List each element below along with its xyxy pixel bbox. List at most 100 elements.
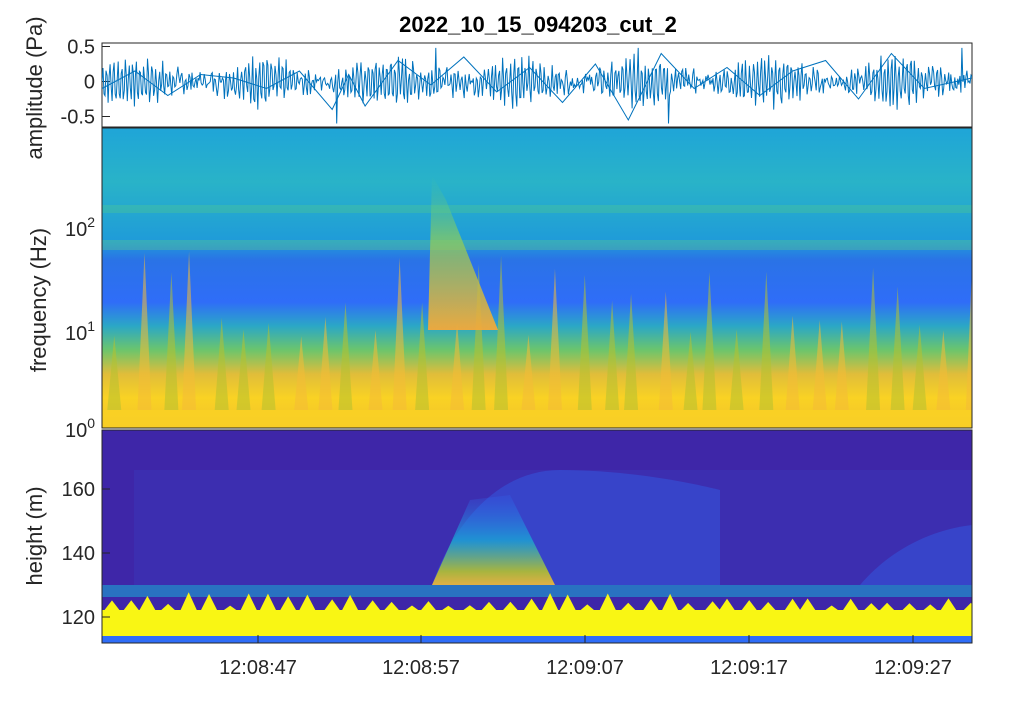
spectrogram-spike xyxy=(338,302,353,410)
spectrogram-spike xyxy=(494,255,509,410)
height-spike xyxy=(661,593,680,612)
height-spike xyxy=(419,601,438,612)
frequency-y-ticks: 100 101 102 xyxy=(65,214,95,442)
x-tick-label: 12:08:57 xyxy=(382,657,460,679)
amplitude-waveform xyxy=(102,47,972,124)
spectrogram-spike xyxy=(729,329,744,410)
spectrogram-spike xyxy=(912,324,927,410)
height-spike xyxy=(522,598,541,612)
height-haze xyxy=(134,470,972,585)
height-spike xyxy=(961,602,972,612)
height-spike xyxy=(363,600,382,612)
spectrogram-spike xyxy=(812,319,827,410)
height-spike xyxy=(159,603,178,612)
spectrogram-spike xyxy=(214,317,229,410)
height-spike xyxy=(541,593,560,612)
amplitude-y-tick-label: 0 xyxy=(84,72,95,94)
height-spike xyxy=(798,598,817,612)
height-y-ticks: 120 140 160 xyxy=(62,479,110,629)
height-tick-label: 120 xyxy=(62,607,95,629)
spectrogram-spikes xyxy=(107,251,972,410)
height-tick-label: 140 xyxy=(62,543,95,565)
spectrogram-spike xyxy=(164,272,179,410)
spectrogram-floor xyxy=(102,410,972,428)
freq-tick-label-100: 102 xyxy=(65,214,95,241)
spectrogram-spike xyxy=(624,293,639,410)
height-spike xyxy=(900,603,919,612)
spectrogram-burst xyxy=(428,175,498,330)
spectrogram-spike xyxy=(759,271,774,410)
height-spike xyxy=(341,594,360,612)
x-axis-ticks: 12:08:47 12:08:57 12:09:07 12:09:17 12:0… xyxy=(219,635,952,679)
spectrogram-spike xyxy=(368,330,383,410)
height-spike xyxy=(382,601,401,612)
height-spike xyxy=(558,594,577,612)
height-spike xyxy=(939,598,958,612)
height-spike xyxy=(718,598,737,612)
spectrogram-spike xyxy=(577,274,592,410)
height-spike xyxy=(102,600,121,612)
spectrogram-spike xyxy=(107,335,122,410)
height-spike xyxy=(740,600,759,612)
spectrogram-band xyxy=(102,240,972,250)
height-y-label: height (m) xyxy=(22,486,47,585)
spectrogram-spike xyxy=(683,331,698,410)
height-spike xyxy=(679,603,698,612)
height-spike xyxy=(598,593,617,612)
height-spike xyxy=(862,603,881,612)
height-spike xyxy=(479,601,498,612)
spectrogram-spike xyxy=(521,334,536,410)
height-spike xyxy=(239,593,258,612)
height-cyan-layer xyxy=(102,585,972,597)
spectrogram-spike xyxy=(866,267,881,410)
spectrogram-spike xyxy=(936,330,951,410)
spectrogram-spike xyxy=(890,286,905,410)
frequency-panel: 100 101 102 frequency (Hz) xyxy=(26,127,973,442)
spectrogram-spike xyxy=(702,271,717,410)
frequency-y-label: frequency (Hz) xyxy=(26,228,51,372)
height-yellow-band xyxy=(102,610,972,638)
height-spike xyxy=(298,594,317,612)
height-panel: 120 140 160 12:08:47 12:08:57 12:09:07 1… xyxy=(22,429,973,679)
spectrogram-spike xyxy=(658,291,673,410)
spectrogram-spike xyxy=(261,322,276,410)
height-spike xyxy=(841,598,860,612)
freq-tick-label-1: 100 xyxy=(65,415,95,442)
chart-title: 2022_10_15_094203_cut_2 xyxy=(399,12,677,37)
x-tick-label: 12:09:07 xyxy=(546,657,624,679)
amplitude-y-tick-label: 0.5 xyxy=(67,37,95,59)
height-spike xyxy=(501,601,520,612)
height-spike xyxy=(122,600,141,612)
height-spike xyxy=(138,595,157,612)
amplitude-y-tick-label: -0.5 xyxy=(61,107,95,129)
spectrogram-spike xyxy=(547,268,562,410)
spectrogram-spike xyxy=(236,329,251,410)
amplitude-series-line xyxy=(102,52,972,122)
x-tick-label: 12:08:47 xyxy=(219,657,297,679)
amplitude-y-ticks: 0.5 0 -0.5 xyxy=(61,37,110,129)
spectrogram-spike xyxy=(294,336,309,410)
height-spike xyxy=(200,594,219,612)
spectrogram-spike xyxy=(834,321,849,410)
height-tick-label: 160 xyxy=(62,479,95,501)
height-spike xyxy=(179,592,198,612)
spectrogram-spike xyxy=(392,257,407,410)
x-tick-label: 12:09:27 xyxy=(874,657,952,679)
frequency-axes xyxy=(101,127,973,429)
height-spike xyxy=(878,602,897,612)
spectrogram-spike xyxy=(182,251,197,410)
spectrogram-band xyxy=(102,205,972,213)
amplitude-panel: 0.5 0 -0.5 amplitude (Pa) xyxy=(22,16,973,160)
spectrogram-spike xyxy=(415,302,430,410)
amplitude-y-label: amplitude (Pa) xyxy=(22,16,47,159)
height-spike xyxy=(619,602,638,612)
spectrogram-spike xyxy=(450,322,465,410)
spectrogram-spike xyxy=(605,300,620,410)
spectrogram-spike xyxy=(965,269,972,410)
x-tick-label: 12:09:17 xyxy=(710,657,788,679)
height-spike xyxy=(258,593,277,612)
height-spike xyxy=(703,601,722,612)
spectrogram-spike xyxy=(471,263,486,410)
height-spike xyxy=(783,598,802,612)
